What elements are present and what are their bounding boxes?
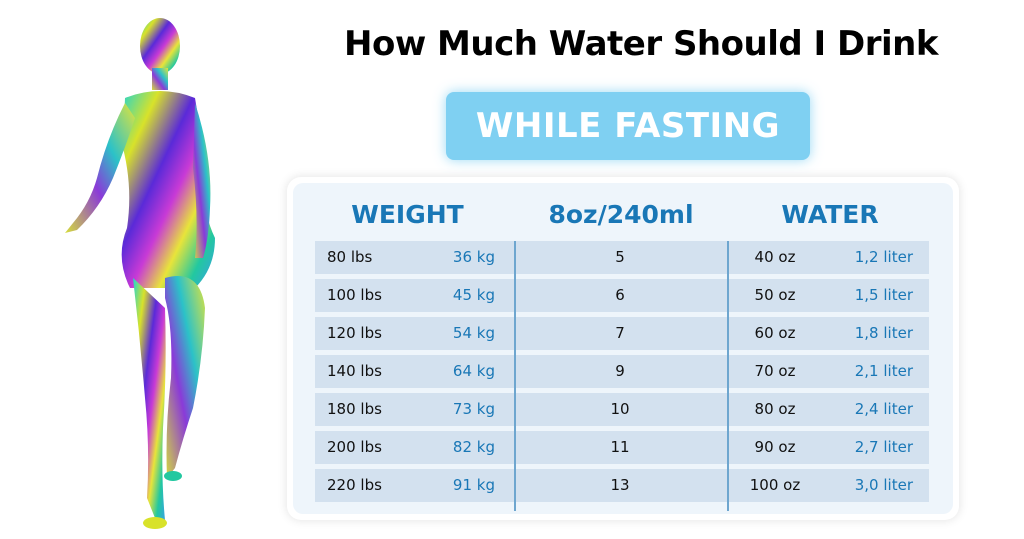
water-oz: 60 oz xyxy=(754,324,796,342)
serving-count: 13 xyxy=(610,476,630,494)
water-liter: 1,8 liter xyxy=(854,324,913,342)
weight-lbs: 100 lbs xyxy=(327,286,382,304)
serving-count: 5 xyxy=(615,248,625,266)
table-row: 120 lbs 54 kg 7 60 oz 1,8 liter xyxy=(315,317,929,350)
body-figure-illustration xyxy=(65,18,215,529)
serving-count: 10 xyxy=(610,400,630,418)
water-oz: 80 oz xyxy=(754,400,796,418)
table-row: 220 lbs 91 kg 13 100 oz 3,0 liter xyxy=(315,469,929,502)
header-serving: 8oz/240ml xyxy=(548,200,694,229)
serving-count: 11 xyxy=(610,438,630,456)
water-liter: 3,0 liter xyxy=(854,476,913,494)
weight-kg: 54 kg xyxy=(452,324,495,342)
water-liter: 1,5 liter xyxy=(854,286,913,304)
weight-lbs: 120 lbs xyxy=(327,324,382,342)
while-fasting-badge: WHILE FASTING xyxy=(446,92,810,160)
weight-kg: 82 kg xyxy=(452,438,495,456)
water-liter: 1,2 liter xyxy=(854,248,913,266)
water-table-rows: 80 lbs 36 kg 5 40 oz 1,2 liter 100 lbs 4… xyxy=(315,241,929,507)
water-liter: 2,7 liter xyxy=(854,438,913,456)
water-liter: 2,4 liter xyxy=(854,400,913,418)
serving-count: 9 xyxy=(615,362,625,380)
page-title: How Much Water Should I Drink xyxy=(344,24,938,64)
weight-lbs: 200 lbs xyxy=(327,438,382,456)
weight-kg: 73 kg xyxy=(452,400,495,418)
water-oz: 40 oz xyxy=(754,248,796,266)
water-oz: 70 oz xyxy=(754,362,796,380)
table-row: 80 lbs 36 kg 5 40 oz 1,2 liter xyxy=(315,241,929,274)
water-liter: 2,1 liter xyxy=(854,362,913,380)
table-row: 200 lbs 82 kg 11 90 oz 2,7 liter xyxy=(315,431,929,464)
table-row: 100 lbs 45 kg 6 50 oz 1,5 liter xyxy=(315,279,929,312)
header-water: WATER xyxy=(781,200,879,229)
weight-kg: 36 kg xyxy=(452,248,495,266)
water-oz: 100 oz xyxy=(749,476,801,494)
water-oz: 50 oz xyxy=(754,286,796,304)
weight-kg: 91 kg xyxy=(452,476,495,494)
weight-lbs: 80 lbs xyxy=(327,248,373,266)
weight-lbs: 140 lbs xyxy=(327,362,382,380)
serving-count: 6 xyxy=(615,286,625,304)
column-divider xyxy=(514,241,516,511)
weight-lbs: 180 lbs xyxy=(327,400,382,418)
header-weight: WEIGHT xyxy=(351,200,464,229)
weight-kg: 45 kg xyxy=(452,286,495,304)
column-divider xyxy=(727,241,729,511)
table-row: 180 lbs 73 kg 10 80 oz 2,4 liter xyxy=(315,393,929,426)
weight-lbs: 220 lbs xyxy=(327,476,382,494)
weight-kg: 64 kg xyxy=(452,362,495,380)
water-oz: 90 oz xyxy=(754,438,796,456)
table-row: 140 lbs 64 kg 9 70 oz 2,1 liter xyxy=(315,355,929,388)
serving-count: 7 xyxy=(615,324,625,342)
